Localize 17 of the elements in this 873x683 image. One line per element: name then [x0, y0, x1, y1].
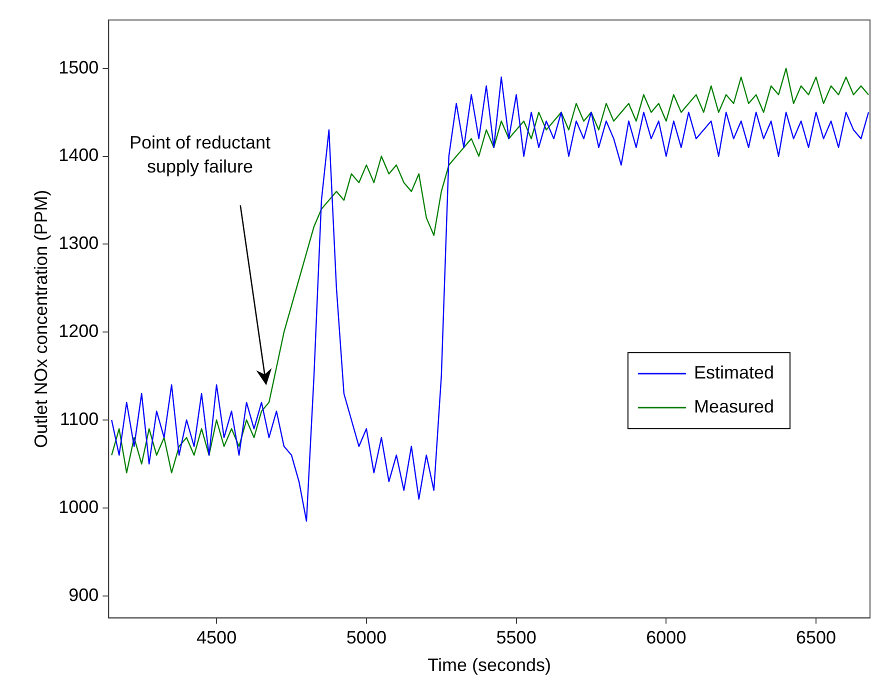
x-tick-label: 4500 — [196, 628, 237, 648]
x-tick-label: 6000 — [646, 628, 686, 648]
y-tick-label: 1400 — [58, 145, 99, 166]
legend-label: Measured — [694, 396, 774, 417]
annotation: Point of reductant supply failure — [129, 132, 271, 177]
y-tick-label: 1300 — [58, 233, 99, 254]
x-tick-label: 5500 — [496, 628, 536, 648]
legend-label: Estimated — [694, 362, 774, 383]
y-tick-label: 1500 — [58, 57, 99, 78]
y-tick-label: 1000 — [58, 496, 99, 517]
x-tick-label: 6500 — [796, 628, 836, 648]
y-tick-label: 1200 — [58, 321, 99, 342]
y-tick-label: 900 — [68, 584, 99, 605]
y-axis-title: Outlet NOx concentration (PPM) — [30, 190, 51, 448]
x-tick-label: 5000 — [346, 628, 386, 648]
x-axis-title: Time (seconds) — [428, 655, 552, 676]
y-tick-label: 1100 — [60, 408, 99, 429]
